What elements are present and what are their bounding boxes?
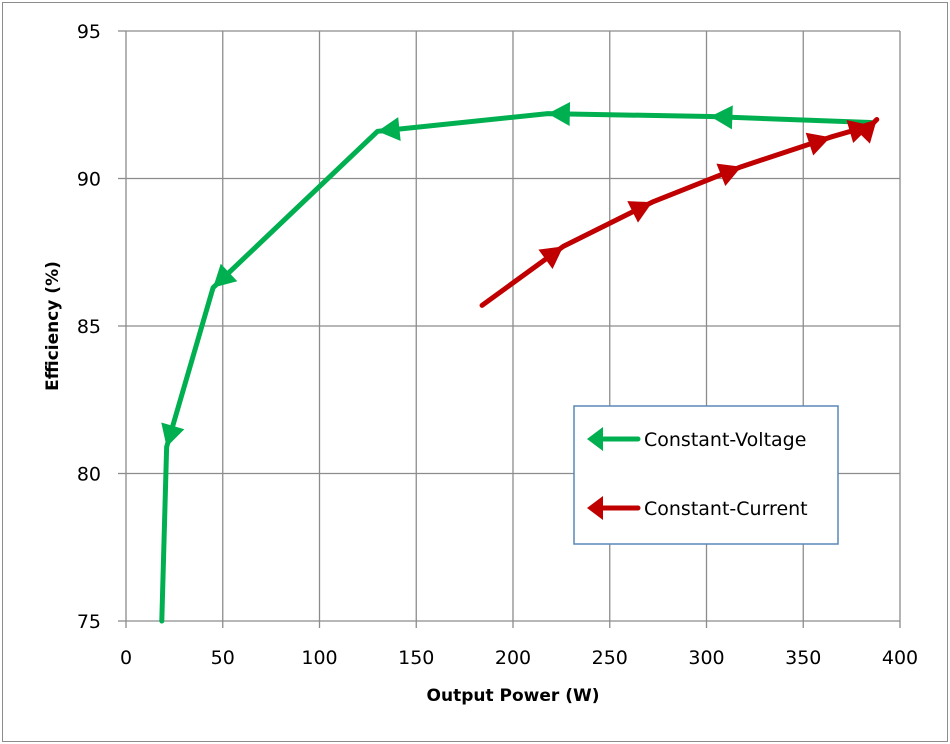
x-tick-label: 0 bbox=[120, 647, 132, 669]
y-axis-title: Efficiency (%) bbox=[43, 261, 63, 391]
series-constant-voltage bbox=[159, 102, 874, 624]
arrow-marker-icon bbox=[377, 117, 401, 141]
series-constant-current bbox=[479, 117, 880, 308]
x-axis-title: Output Power (W) bbox=[427, 686, 600, 706]
legend-label-constant-voltage: Constant-Voltage bbox=[644, 429, 806, 451]
legend-item-constant-current: Constant-Current bbox=[587, 496, 808, 520]
data-series bbox=[159, 102, 880, 624]
y-tick-label: 85 bbox=[77, 316, 101, 338]
legend-box bbox=[573, 405, 839, 545]
arrow-marker-icon bbox=[538, 246, 564, 269]
legend-label-constant-current: Constant-Current bbox=[644, 498, 808, 520]
arrow-marker-icon bbox=[805, 132, 831, 156]
arrow-left-icon bbox=[587, 427, 603, 451]
arrow-marker-icon bbox=[716, 163, 742, 186]
x-tick-label: 400 bbox=[882, 647, 918, 669]
arrow-marker-icon bbox=[710, 105, 733, 130]
arrow-marker-icon bbox=[213, 263, 238, 288]
legend-item-constant-voltage: Constant-Voltage bbox=[587, 427, 806, 451]
axis-ticks bbox=[118, 30, 901, 628]
arrow-left-icon bbox=[587, 496, 603, 520]
y-tick-labels: 75 80 85 90 95 bbox=[77, 21, 101, 633]
x-tick-label: 150 bbox=[398, 647, 434, 669]
x-tick-label: 300 bbox=[688, 647, 724, 669]
x-tick-label: 200 bbox=[495, 647, 531, 669]
arrow-marker-icon bbox=[852, 119, 877, 144]
y-tick-label: 80 bbox=[77, 464, 101, 486]
x-tick-label: 100 bbox=[301, 647, 337, 669]
arrow-marker-icon bbox=[161, 422, 185, 447]
series-line bbox=[159, 111, 874, 624]
arrow-marker-icon bbox=[627, 201, 653, 223]
y-tick-label: 75 bbox=[77, 611, 101, 633]
y-tick-label: 95 bbox=[77, 21, 101, 43]
x-tick-labels: 0 50 100 150 200 250 300 350 400 bbox=[120, 647, 918, 669]
x-tick-label: 350 bbox=[785, 647, 821, 669]
x-tick-label: 250 bbox=[592, 647, 628, 669]
y-tick-label: 90 bbox=[77, 169, 101, 191]
legend: Constant-Voltage Constant-Current bbox=[573, 405, 839, 545]
arrow-marker-icon bbox=[547, 102, 571, 126]
x-tick-label: 50 bbox=[211, 647, 235, 669]
